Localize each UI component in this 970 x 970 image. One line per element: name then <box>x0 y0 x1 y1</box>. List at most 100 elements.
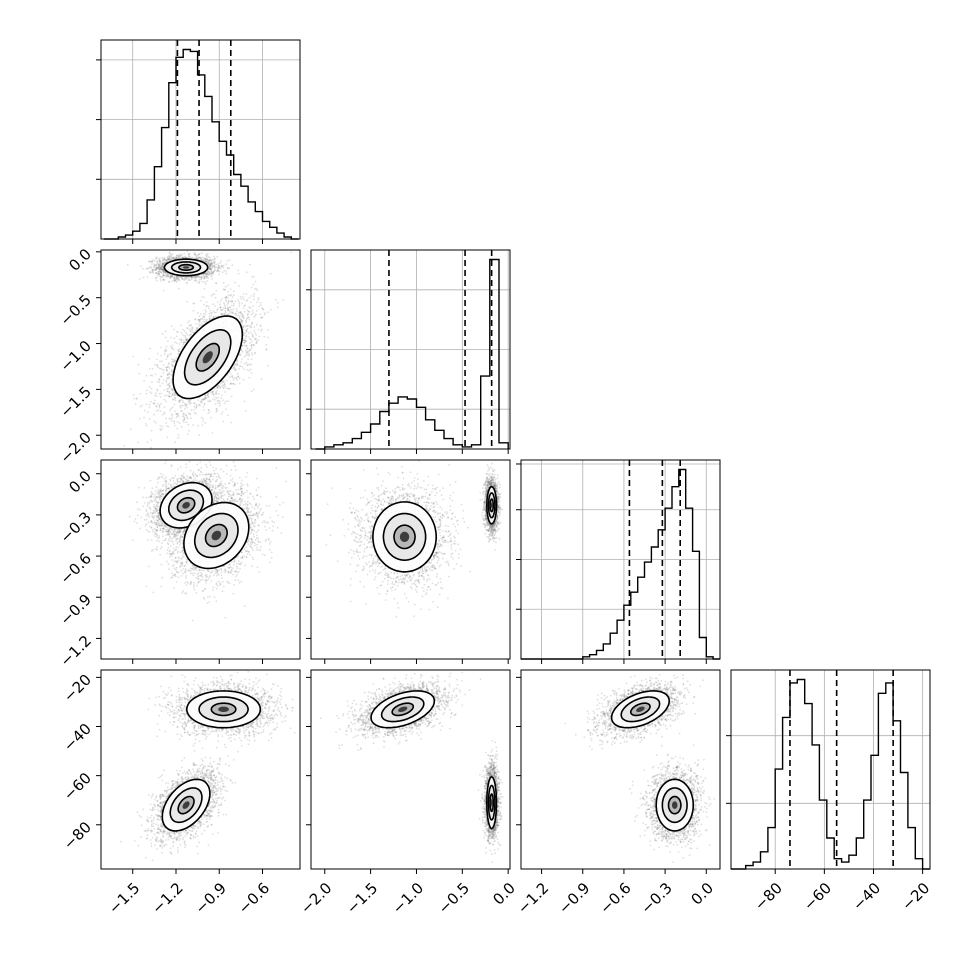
scatter-point <box>158 268 161 270</box>
scatter-point <box>211 273 214 275</box>
scatter-point <box>155 272 158 274</box>
scatter-point <box>257 297 260 299</box>
joint-panel-body <box>123 250 293 449</box>
marginal-panel-3 <box>726 669 931 874</box>
scatter-point <box>199 276 202 279</box>
scatter-point <box>209 272 212 275</box>
scatter-point <box>208 259 211 262</box>
scatter-point <box>213 269 216 272</box>
scatter-point <box>200 324 202 327</box>
scatter-point <box>220 309 222 311</box>
scatter-point <box>209 258 212 261</box>
scatter-point <box>158 381 161 383</box>
scatter-point <box>171 363 174 366</box>
scatter-point <box>210 272 213 275</box>
scatter-point <box>180 331 183 334</box>
scatter-point <box>169 274 172 277</box>
scatter-point <box>156 267 158 270</box>
scatter-point <box>168 382 171 385</box>
scatter-point <box>197 319 200 321</box>
scatter-point <box>203 398 206 401</box>
scatter-point <box>199 258 202 260</box>
scatter-point <box>215 282 217 285</box>
scatter-point <box>163 262 166 264</box>
scatter-point <box>221 265 224 267</box>
scatter-point <box>229 376 232 379</box>
scatter-point <box>173 420 176 423</box>
scatter-point <box>250 344 253 347</box>
scatter-point <box>162 364 165 366</box>
scatter-point <box>160 271 163 273</box>
scatter-point <box>165 417 167 420</box>
scatter-point <box>232 304 235 307</box>
scatter-point <box>253 351 256 354</box>
scatter-point <box>155 267 158 269</box>
scatter-point <box>166 256 169 259</box>
scatter-point <box>169 391 171 393</box>
scatter-point <box>158 268 161 271</box>
scatter-point <box>224 289 227 291</box>
scatter-point <box>232 290 235 293</box>
scatter-point <box>160 266 163 269</box>
scatter-point <box>172 258 175 261</box>
scatter-point <box>162 272 165 274</box>
scatter-point <box>187 277 190 279</box>
scatter-point <box>232 311 234 314</box>
scatter-point <box>155 257 158 260</box>
scatter-point <box>189 413 192 415</box>
scatter-point <box>232 366 235 369</box>
scatter-point <box>246 347 249 350</box>
scatter-point <box>243 325 246 328</box>
scatter-point <box>222 266 224 269</box>
scatter-point <box>197 256 200 259</box>
scatter-point <box>232 376 234 379</box>
scatter-point <box>196 327 199 330</box>
scatter-point <box>246 317 249 320</box>
scatter-point <box>197 275 199 278</box>
scatter-point <box>249 348 252 351</box>
scatter-point <box>165 368 168 371</box>
scatter-point <box>205 255 208 258</box>
scatter-point <box>250 358 253 360</box>
scatter-point <box>138 372 141 375</box>
scatter-point <box>158 270 161 272</box>
scatter-point <box>251 309 254 312</box>
scatter-point <box>222 384 225 386</box>
scatter-point <box>242 307 245 310</box>
scatter-point <box>188 334 191 337</box>
scatter-point <box>149 271 152 273</box>
scatter-point <box>189 279 192 282</box>
scatter-point <box>241 323 243 326</box>
scatter-point <box>167 383 170 386</box>
scatter-point <box>215 270 218 273</box>
scatter-point <box>184 341 187 344</box>
scatter-point <box>241 296 244 298</box>
scatter-point <box>237 375 240 378</box>
scatter-point <box>209 264 212 266</box>
scatter-point <box>165 260 168 263</box>
scatter-point <box>253 329 256 332</box>
scatter-point <box>244 337 247 340</box>
scatter-point <box>176 257 179 260</box>
scatter-point <box>197 275 199 277</box>
scatter-point <box>220 382 222 385</box>
scatter-point <box>155 268 157 271</box>
scatter-point <box>180 256 182 258</box>
scatter-point <box>212 393 215 396</box>
scatter-point <box>161 268 164 271</box>
scatter-point <box>154 269 157 271</box>
scatter-point <box>172 394 175 397</box>
scatter-point <box>145 392 148 395</box>
scatter-point <box>177 400 180 403</box>
scatter-point <box>152 268 155 271</box>
scatter-point <box>175 256 178 259</box>
scatter-point <box>221 309 224 311</box>
scatter-point <box>223 382 226 385</box>
scatter-point <box>175 335 178 338</box>
scatter-point <box>197 257 200 259</box>
scatter-point <box>134 403 137 406</box>
scatter-point <box>168 386 171 389</box>
scatter-point <box>209 318 212 321</box>
scatter-point <box>225 272 228 275</box>
scatter-point <box>171 257 174 260</box>
